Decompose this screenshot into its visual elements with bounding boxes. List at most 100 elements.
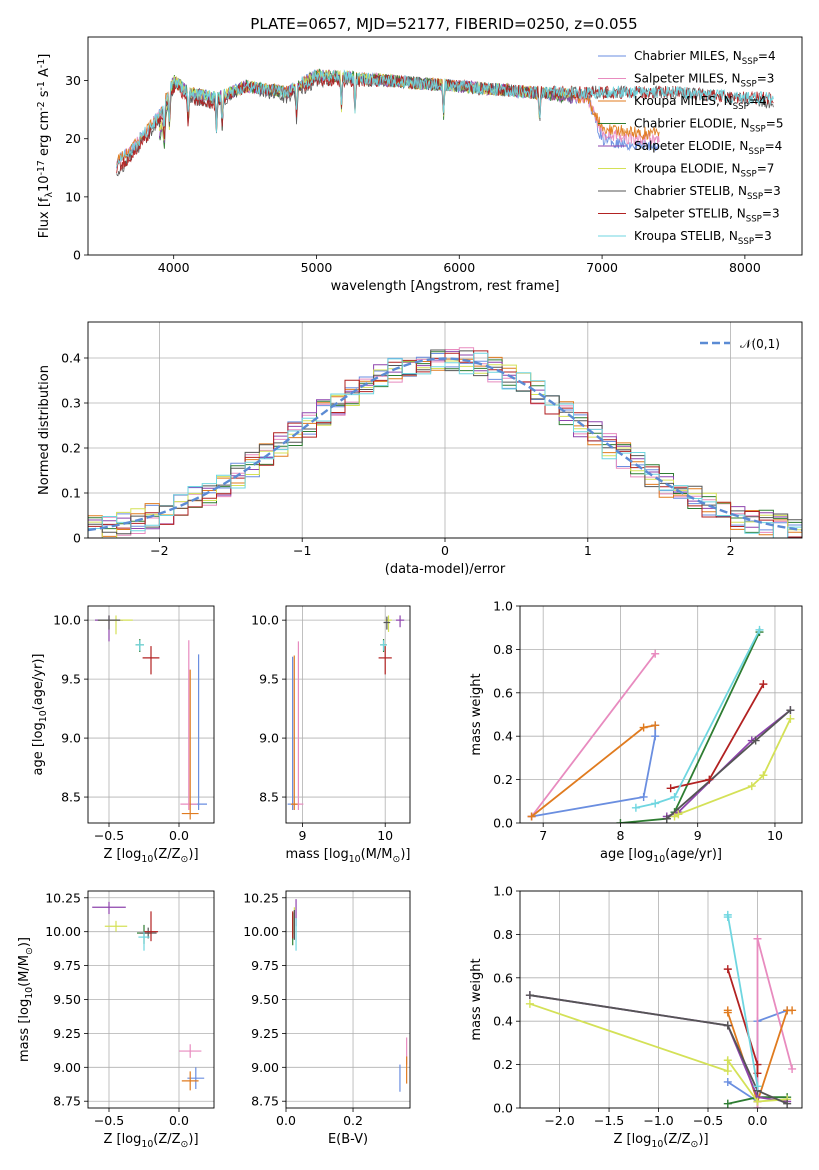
y-tick-label: 8.75 bbox=[251, 1094, 279, 1109]
y-tick-label: 8.75 bbox=[53, 1094, 81, 1109]
label-part: SSP bbox=[741, 80, 757, 90]
label-part: Z [log bbox=[103, 847, 141, 862]
gaussian-curve bbox=[88, 357, 802, 532]
label-part: erg cm bbox=[37, 111, 52, 160]
y-tick-label: 0.2 bbox=[493, 1057, 513, 1072]
weight-marker bbox=[666, 784, 675, 793]
errorbar-point bbox=[144, 911, 158, 942]
y-tick-label: 10.25 bbox=[45, 890, 81, 905]
y-axis-label: Flux [fλ10-17 erg cm-2 s-1 A-1] bbox=[36, 54, 55, 239]
x-tick-label: 1 bbox=[584, 543, 592, 558]
x-tick-label: −1.5 bbox=[594, 1113, 624, 1128]
label-part: SSP bbox=[738, 237, 754, 247]
label-part: Kroupa MILES, N bbox=[634, 94, 733, 108]
weight-marker bbox=[751, 736, 760, 745]
label-part: SSP bbox=[742, 57, 758, 67]
x-axis-label: Z [log10(Z/Z⊙)] bbox=[103, 1132, 198, 1150]
panel-spectrum: 4000 5000 6000 7000 8000 0 10 20 30 wavelength [A… bbox=[36, 36, 803, 294]
weight-marker bbox=[788, 1006, 797, 1015]
label-part: Salpeter ELODIE, N bbox=[634, 139, 748, 153]
label-part: =4 bbox=[765, 139, 783, 153]
label-part: (age/yr)] bbox=[31, 654, 46, 711]
x-tick-label: 4000 bbox=[158, 260, 190, 275]
errorbar-point bbox=[179, 1044, 202, 1058]
label-part: (M/M bbox=[361, 847, 393, 862]
label-part: Kroupa ELODIE, N bbox=[634, 162, 741, 176]
label-part: )] bbox=[188, 847, 198, 862]
x-tick-label: 8 bbox=[616, 828, 624, 843]
label-part: ] bbox=[37, 54, 52, 59]
weight-marker bbox=[705, 775, 714, 784]
legend-label: 𝒩(0,1) bbox=[740, 337, 780, 351]
weight-marker bbox=[786, 714, 795, 723]
label-part: (data-model)/error bbox=[385, 562, 506, 577]
weight-marker bbox=[651, 732, 660, 741]
y-tick-label: 9.00 bbox=[53, 1060, 81, 1075]
panel-mass-vs-ebv: 0.0 0.2 8.75 9.00 9.25 9.50 9.75 10.00 10.25 E(B-… bbox=[243, 890, 411, 1147]
errorbar-point bbox=[180, 640, 198, 811]
label-part: Chabrier STELIB, N bbox=[634, 184, 747, 198]
plot-area bbox=[292, 899, 408, 1092]
y-tick-label: 20 bbox=[65, 131, 81, 146]
y-tick-label: 10 bbox=[65, 189, 81, 204]
legend-label: Chabrier ELODIE, NSSP=5 bbox=[634, 117, 783, 135]
y-axis-label: mass [log10(M/M⊙)] bbox=[17, 937, 35, 1062]
axes-frame bbox=[285, 605, 411, 824]
panel-residuals: −2 −1 0 1 2 0 0.1 0.2 0.3 0.4 (data-model)/error No… bbox=[37, 321, 803, 577]
y-tick-label: 0.3 bbox=[61, 396, 81, 411]
y-tick-label: 10.25 bbox=[243, 890, 279, 905]
weight-marker bbox=[723, 965, 732, 974]
label-part: )] bbox=[698, 1132, 708, 1147]
y-tick-label: 30 bbox=[65, 73, 81, 88]
y-tick-label: 10.0 bbox=[53, 613, 81, 628]
y-tick-label: 0.6 bbox=[493, 970, 513, 985]
errorbar-point bbox=[104, 920, 128, 932]
label-part: =4 bbox=[758, 49, 776, 63]
weight-marker bbox=[783, 1099, 792, 1108]
legend-label: Kroupa ELODIE, NSSP=7 bbox=[634, 162, 774, 180]
x-tick-label: 9 bbox=[694, 828, 702, 843]
weight-marker bbox=[527, 812, 536, 821]
errorbar-point bbox=[190, 654, 207, 811]
y-tick-label: 0.2 bbox=[493, 772, 513, 787]
label-part: mass weight bbox=[469, 673, 484, 755]
label-part: mass [log bbox=[17, 999, 32, 1062]
label-part: -1 bbox=[36, 81, 47, 90]
label-part: Kroupa STELIB, N bbox=[634, 229, 738, 243]
weight-marker bbox=[639, 792, 648, 801]
label-part: ⊙ bbox=[691, 1139, 699, 1150]
weight-marker bbox=[525, 999, 534, 1008]
y-tick-label: 9.00 bbox=[251, 1060, 279, 1075]
weight-marker bbox=[723, 1021, 732, 1030]
x-tick-label: 0.0 bbox=[169, 828, 189, 843]
label-part: )] bbox=[400, 847, 410, 862]
label-part: =7 bbox=[757, 162, 775, 176]
weight-line bbox=[674, 718, 792, 818]
axes-frame bbox=[285, 890, 411, 1109]
errorbar-point bbox=[293, 641, 304, 811]
x-tick-label: 0.0 bbox=[276, 1113, 296, 1128]
axes-frame bbox=[87, 605, 215, 824]
x-tick-label: 7 bbox=[539, 828, 547, 843]
errorbar-point bbox=[378, 646, 392, 675]
errorbar-point bbox=[97, 615, 121, 630]
plot-area bbox=[525, 910, 797, 1108]
y-tick-label: 9.0 bbox=[61, 731, 81, 746]
weight-marker bbox=[651, 799, 660, 808]
weight-marker bbox=[674, 810, 683, 819]
x-tick-label: 0.2 bbox=[343, 1113, 363, 1128]
y-tick-label: 9.50 bbox=[251, 992, 279, 1007]
legend-label: Salpeter ELODIE, NSSP=4 bbox=[634, 139, 782, 157]
errorbar-point bbox=[287, 656, 298, 811]
legend-label: Kroupa STELIB, NSSP=3 bbox=[634, 229, 772, 247]
weight-line bbox=[530, 653, 656, 818]
label-part: =4 bbox=[749, 94, 767, 108]
label-part: 10 bbox=[349, 854, 361, 865]
label-part: ⊙ bbox=[392, 854, 400, 865]
legend-label: Salpeter STELIB, NSSP=3 bbox=[634, 207, 780, 225]
label-part: -17 bbox=[36, 160, 47, 175]
x-tick-label: 10 bbox=[377, 828, 393, 843]
weight-marker bbox=[525, 991, 534, 1000]
x-axis-label: Z [log10(Z/Z⊙)] bbox=[103, 847, 198, 865]
